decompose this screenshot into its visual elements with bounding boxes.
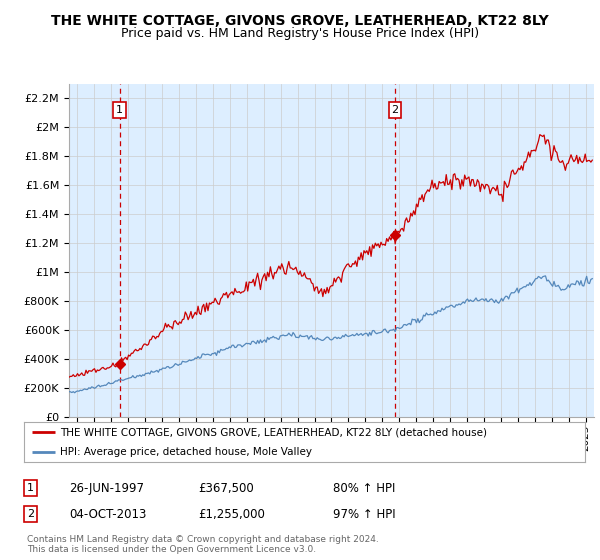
Text: Price paid vs. HM Land Registry's House Price Index (HPI): Price paid vs. HM Land Registry's House … xyxy=(121,27,479,40)
Text: 04-OCT-2013: 04-OCT-2013 xyxy=(69,507,146,521)
Text: HPI: Average price, detached house, Mole Valley: HPI: Average price, detached house, Mole… xyxy=(61,446,313,456)
Text: 2: 2 xyxy=(27,509,34,519)
Text: Contains HM Land Registry data © Crown copyright and database right 2024.
This d: Contains HM Land Registry data © Crown c… xyxy=(27,535,379,554)
Text: 1: 1 xyxy=(116,105,123,115)
Text: 1: 1 xyxy=(27,483,34,493)
Text: 2: 2 xyxy=(391,105,398,115)
Text: £1,255,000: £1,255,000 xyxy=(198,507,265,521)
Text: THE WHITE COTTAGE, GIVONS GROVE, LEATHERHEAD, KT22 8LY (detached house): THE WHITE COTTAGE, GIVONS GROVE, LEATHER… xyxy=(61,427,487,437)
Text: 26-JUN-1997: 26-JUN-1997 xyxy=(69,482,144,495)
Text: THE WHITE COTTAGE, GIVONS GROVE, LEATHERHEAD, KT22 8LY: THE WHITE COTTAGE, GIVONS GROVE, LEATHER… xyxy=(51,14,549,28)
Text: £367,500: £367,500 xyxy=(198,482,254,495)
Text: 80% ↑ HPI: 80% ↑ HPI xyxy=(333,482,395,495)
Text: 97% ↑ HPI: 97% ↑ HPI xyxy=(333,507,395,521)
